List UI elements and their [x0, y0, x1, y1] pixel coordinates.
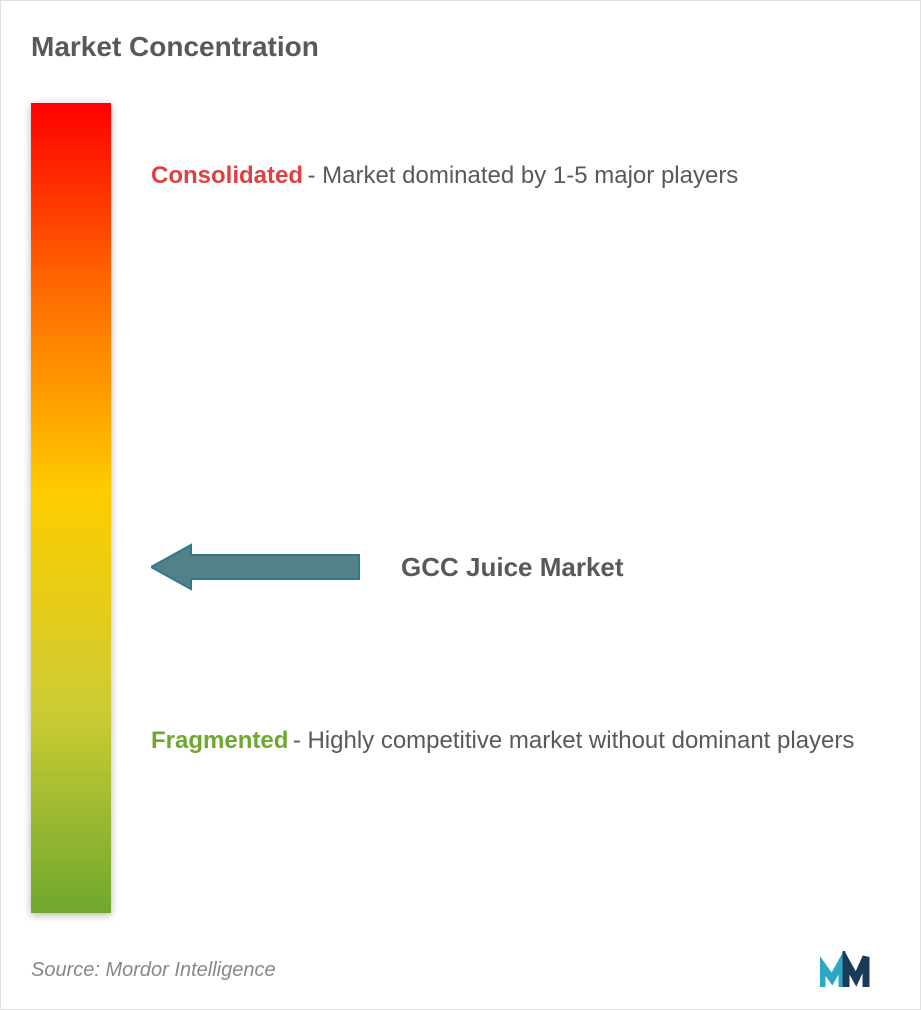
footer: Source: Mordor Intelligence	[31, 951, 890, 989]
fragmented-label: Fragmented	[151, 727, 288, 754]
market-name-label: GCC Juice Market	[401, 552, 624, 583]
left-arrow-icon	[151, 543, 361, 591]
mordor-logo-icon	[820, 951, 890, 989]
consolidated-label: Consolidated	[151, 162, 303, 189]
fragmented-label-group: Fragmented - Highly competitive market w…	[151, 723, 870, 759]
diagram-area: Consolidated - Market dominated by 1-5 m…	[31, 103, 890, 913]
consolidated-label-group: Consolidated - Market dominated by 1-5 m…	[151, 158, 870, 194]
concentration-gradient-bar	[31, 103, 111, 913]
source-attribution: Source: Mordor Intelligence	[31, 959, 276, 982]
fragmented-description: - Highly competitive market without domi…	[293, 727, 855, 754]
consolidated-description: - Market dominated by 1-5 major players	[307, 162, 738, 189]
pointer-arrow-container	[151, 543, 361, 591]
logo-stroke-1	[822, 961, 842, 987]
page-title: Market Concentration	[31, 31, 890, 63]
logo-stroke-2	[846, 957, 866, 987]
market-pointer-group: GCC Juice Market	[151, 543, 870, 591]
arrow-polygon	[151, 545, 359, 589]
